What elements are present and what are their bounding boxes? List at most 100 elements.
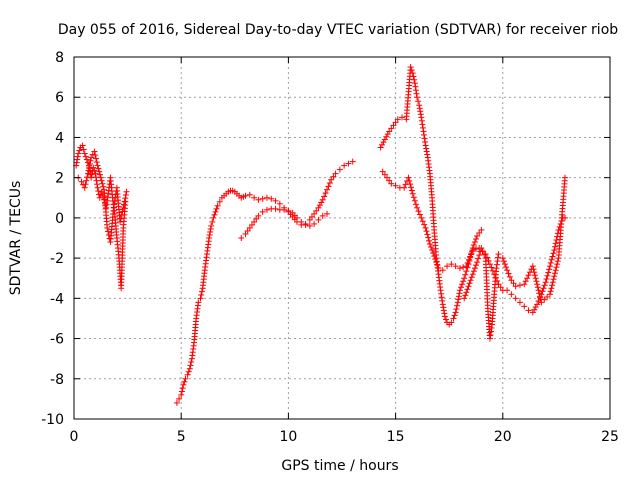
- data-point: [407, 181, 414, 188]
- data-point: [238, 235, 245, 241]
- data-point: [414, 204, 421, 211]
- data-point: [493, 265, 500, 272]
- data-point: [488, 328, 495, 335]
- data-point: [464, 259, 471, 266]
- data-point: [384, 131, 391, 138]
- data-point: [529, 309, 536, 316]
- data-point: [481, 251, 488, 258]
- data-point: [246, 224, 253, 231]
- data-point: [73, 159, 80, 166]
- data-point: [534, 281, 541, 288]
- data-point: [486, 335, 493, 342]
- data-point: [476, 252, 483, 259]
- data-point: [551, 247, 558, 254]
- data-point: [410, 73, 417, 80]
- data-point: [76, 147, 83, 154]
- data-point: [501, 261, 508, 268]
- data-point: [188, 359, 195, 366]
- data-point: [504, 287, 511, 294]
- data-point: [197, 295, 204, 302]
- data-point: [418, 214, 425, 221]
- data-point: [211, 211, 218, 218]
- data-point: [530, 266, 537, 273]
- data-point: [547, 288, 554, 295]
- data-point: [195, 299, 202, 306]
- data-point: [471, 239, 478, 246]
- data-point: [524, 275, 531, 282]
- x-tick-label: 20: [494, 429, 512, 445]
- data-point: [550, 276, 557, 283]
- data-point: [405, 174, 412, 181]
- data-point: [86, 164, 93, 171]
- data-point: [399, 114, 406, 121]
- data-point: [95, 165, 102, 172]
- data-point: [494, 258, 501, 265]
- data-point: [412, 87, 419, 94]
- data-point: [207, 228, 214, 235]
- data-point: [547, 259, 554, 266]
- data-point: [255, 196, 262, 203]
- data-point: [419, 124, 426, 131]
- data-point: [510, 280, 517, 287]
- data-point: [379, 168, 386, 175]
- data-point: [409, 70, 416, 77]
- data-point: [253, 215, 260, 222]
- data-point: [98, 177, 105, 184]
- data-point: [246, 191, 253, 198]
- data-point: [95, 188, 102, 195]
- data-point: [466, 280, 473, 287]
- data-point: [455, 293, 462, 300]
- data-point: [416, 105, 423, 112]
- data-point: [293, 214, 300, 221]
- x-axis-label: GPS time / hours: [281, 458, 398, 474]
- data-point: [488, 324, 495, 331]
- plot-frame: [73, 56, 611, 420]
- data-point: [302, 221, 309, 228]
- data-point: [206, 235, 213, 241]
- data-point: [467, 253, 474, 260]
- data-point: [120, 201, 127, 208]
- data-point: [505, 270, 512, 277]
- data-point: [461, 295, 468, 302]
- data-point: [459, 281, 466, 288]
- data-point: [561, 174, 568, 181]
- data-point: [552, 267, 559, 274]
- data-point: [388, 125, 395, 132]
- data-point: [96, 168, 103, 175]
- data-point: [484, 254, 491, 261]
- data-point: [411, 76, 418, 83]
- data-point: [206, 231, 213, 238]
- data-point: [525, 272, 532, 279]
- data-point: [441, 313, 448, 320]
- x-tick-label: 10: [279, 429, 297, 445]
- data-point: [439, 301, 446, 308]
- data-point: [341, 162, 348, 169]
- data-point: [521, 303, 528, 310]
- data-point: [418, 117, 425, 124]
- data-point: [104, 224, 111, 231]
- data-point: [122, 195, 129, 202]
- data-point: [208, 222, 215, 229]
- data-point: [92, 170, 99, 177]
- data-point: [448, 261, 455, 268]
- data-point: [544, 272, 551, 279]
- data-point: [210, 214, 217, 221]
- y-tick-label: 2: [55, 171, 64, 187]
- data-point: [86, 160, 93, 167]
- data-point: [549, 282, 556, 289]
- data-point: [213, 205, 220, 212]
- data-point: [488, 264, 495, 271]
- data-point: [411, 197, 418, 204]
- axis-ticks: [73, 56, 611, 420]
- data-point: [384, 174, 391, 181]
- data-point: [84, 170, 91, 177]
- data-point: [198, 288, 205, 295]
- data-point: [438, 294, 445, 301]
- data-point: [214, 202, 221, 209]
- data-point: [308, 213, 315, 220]
- data-point: [473, 246, 479, 253]
- data-point: [91, 167, 98, 174]
- data-point: [465, 283, 472, 290]
- data-point: [462, 292, 469, 299]
